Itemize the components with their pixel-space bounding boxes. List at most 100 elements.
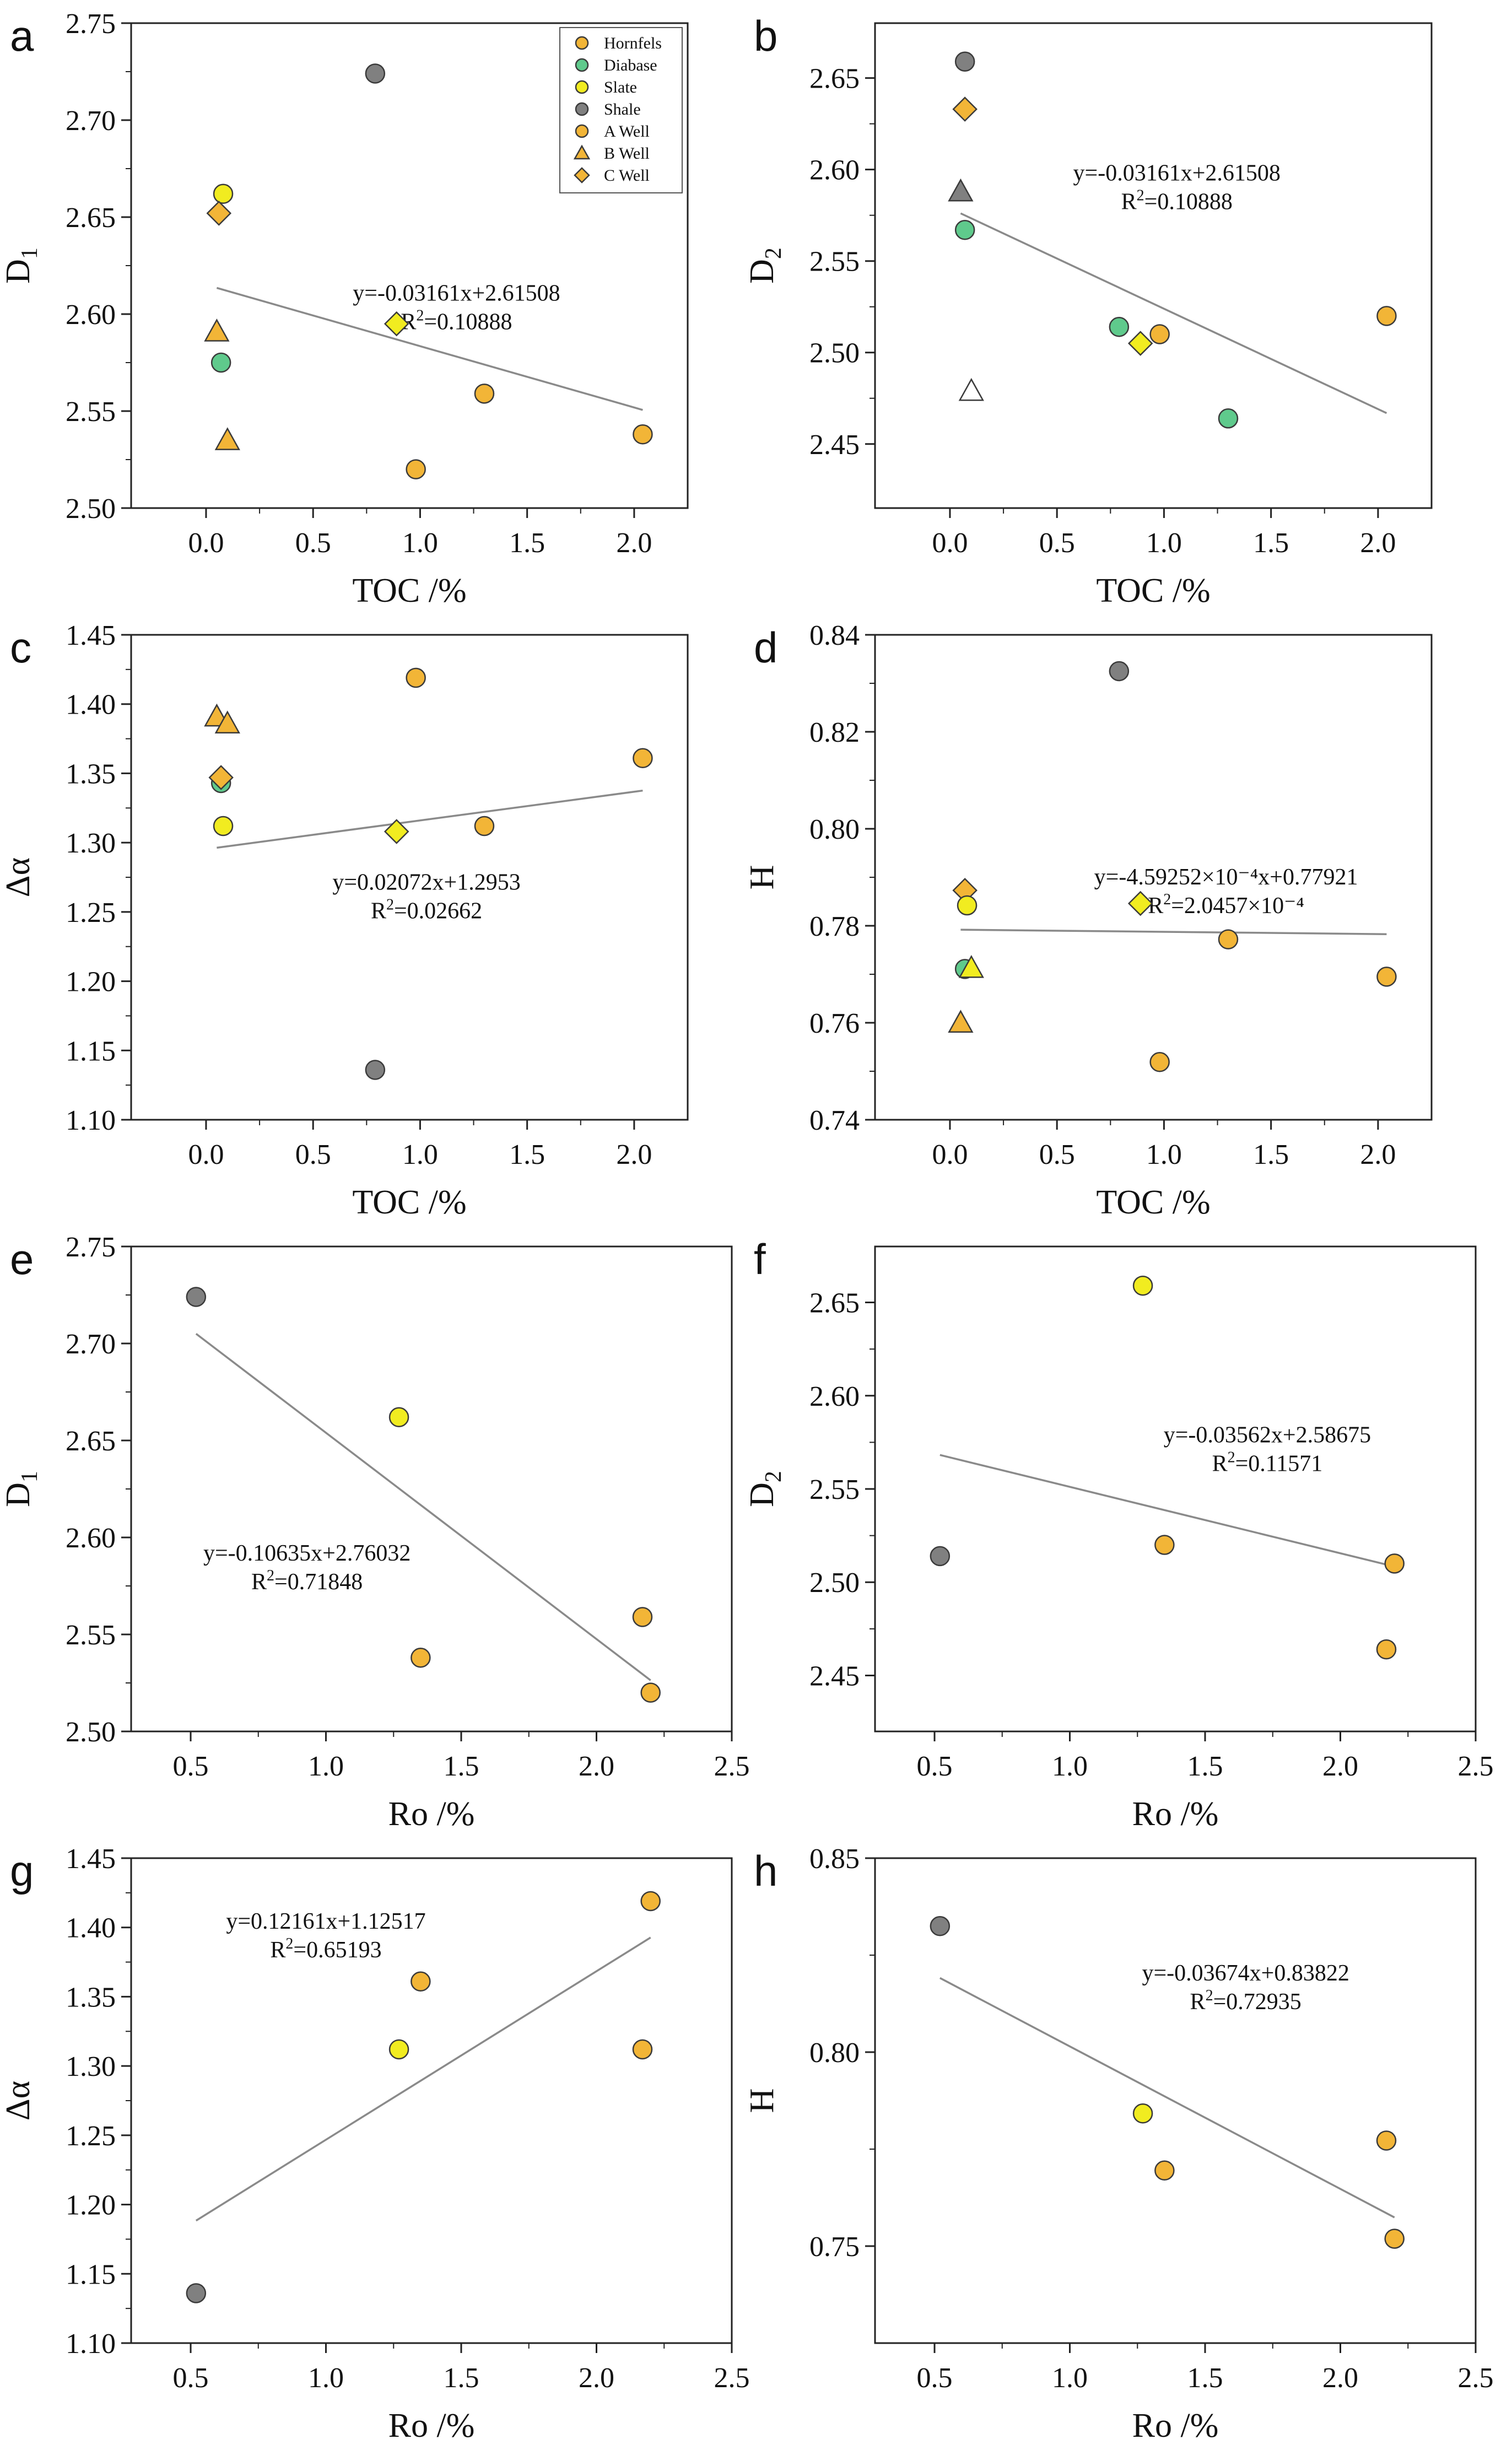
legend-label: Slate [604, 78, 637, 96]
data-point [206, 201, 232, 226]
legend-label: Hornfels [604, 34, 662, 52]
r-squared: R2=2.0457×10⁻⁴ [1148, 891, 1304, 919]
regression-equation: y=-4.59252×10⁻⁴x+0.77921 [1094, 865, 1358, 890]
x-tick-label: 1.5 [444, 1751, 479, 1782]
x-tick-label: 0.0 [188, 1139, 224, 1170]
regression-line [217, 789, 643, 849]
plot-frame [874, 1857, 1477, 2344]
x-tick-label: 1.0 [1052, 2362, 1088, 2394]
x-tick-label: 1.0 [402, 527, 438, 559]
regression-equation: y=-0.03562x+2.58675 [1164, 1422, 1371, 1448]
data-point [1376, 2130, 1397, 2151]
y-axis-label: Δα [0, 857, 37, 897]
legend-label: Shale [604, 100, 641, 118]
data-point [384, 311, 409, 337]
data-point [365, 1060, 386, 1080]
panel-g: g 0.5 1.0 1.5 2.0 2.5 1.10 1.15 1.20 1.25 1.30 1.35… [0, 1843, 750, 2444]
x-tick-label: 2.5 [714, 1751, 750, 1782]
regression-line [195, 1332, 651, 1681]
data-point [474, 384, 495, 404]
x-tick-label: 2.0 [1360, 527, 1396, 559]
data-point [1109, 316, 1130, 337]
data-point [957, 895, 978, 916]
data-point [214, 427, 240, 450]
data-point [1127, 331, 1153, 356]
y-tick-label: 2.50 [66, 1717, 116, 1748]
panel-b: b 0.0 0.5 1.0 1.5 2.0 2.45 2.50 2.55 2.60 2.65 TOC … [743, 12, 1433, 609]
data-point [1154, 2160, 1175, 2181]
plot-frame [130, 1245, 733, 1733]
x-tick-label: 1.5 [1187, 2362, 1223, 2394]
legend-marker [575, 102, 589, 116]
x-tick-label: 0.0 [932, 1139, 968, 1170]
x-tick-label: 1.0 [402, 1139, 438, 1170]
legend-marker [575, 80, 589, 94]
x-tick-label: 1.0 [1146, 527, 1182, 559]
data-point [474, 816, 495, 837]
data-point [954, 51, 975, 72]
regression-line [939, 1977, 1395, 2219]
regression-line [939, 1454, 1395, 1568]
regression-line [195, 1936, 651, 2222]
y-tick-label: 2.65 [66, 202, 116, 234]
data-point [640, 1682, 661, 1703]
data-point [930, 1915, 951, 1936]
x-tick-label: 2.0 [616, 527, 652, 559]
y-tick-label: 0.85 [809, 1843, 860, 1875]
y-tick-label: 2.45 [809, 429, 860, 461]
panel-d: d 0.0 0.5 1.0 1.5 2.0 0.74 0.76 0.78 0.80 0.82 0.84… [743, 620, 1433, 1221]
data-point [186, 1287, 207, 1307]
regression-equation: y=0.02072x+1.2953 [332, 870, 520, 895]
data-point [406, 459, 426, 479]
y-tick-label: 1.10 [66, 2328, 116, 2360]
y-tick-label: 1.15 [66, 2259, 116, 2290]
x-tick-label: 2.0 [1322, 1751, 1358, 1782]
data-point [1149, 1052, 1170, 1072]
legend-marker [574, 167, 590, 184]
panel-a: a 0.0 0.5 1.0 1.5 2.0 2.50 2.55 2.60 2.65 2.70 2.75… [0, 8, 689, 609]
legend-marker [573, 144, 591, 160]
x-tick-label: 2.0 [579, 2362, 614, 2394]
panel-label: h [754, 1847, 777, 1895]
y-tick-label: 2.50 [809, 1567, 860, 1599]
data-point [388, 1407, 409, 1428]
x-tick-label: 0.5 [295, 527, 331, 559]
legend-label: Diabase [604, 56, 657, 74]
r-squared: R2=0.71848 [251, 1567, 363, 1595]
y-axis-label: D1 [0, 247, 42, 284]
data-point [633, 424, 653, 445]
r-squared: R2=0.65193 [270, 1935, 381, 1963]
y-tick-label: 1.35 [66, 1982, 116, 2013]
data-point [1218, 929, 1239, 949]
y-axis-label: H [743, 2089, 781, 2113]
data-point [930, 1546, 951, 1567]
x-tick-label: 2.0 [1322, 2362, 1358, 2394]
r-squared: R2=0.10888 [1121, 187, 1233, 215]
plot-frame [130, 1857, 733, 2344]
x-tick-label: 0.5 [917, 2362, 953, 2394]
y-tick-label: 2.75 [66, 1232, 116, 1263]
legend-label: B Well [604, 144, 650, 163]
x-tick-label: 2.5 [1458, 1751, 1494, 1782]
panel-label: g [10, 1847, 34, 1895]
panel-label: d [754, 623, 777, 672]
y-tick-label: 2.50 [809, 338, 860, 369]
data-point [952, 96, 978, 122]
regression-equation: y=-0.03161x+2.61508 [353, 280, 560, 306]
x-axis-label: Ro /% [388, 2407, 475, 2444]
data-point [958, 377, 984, 401]
data-point [632, 2039, 653, 2060]
data-point [1376, 1639, 1397, 1660]
panel-label: c [10, 623, 31, 672]
data-point [1132, 1275, 1153, 1296]
y-tick-label: 0.82 [809, 717, 860, 748]
x-tick-label: 1.5 [1187, 1751, 1223, 1782]
data-point [388, 2039, 409, 2060]
y-tick-label: 2.70 [66, 1329, 116, 1360]
y-tick-label: 2.45 [809, 1660, 860, 1692]
x-tick-label: 1.0 [308, 1751, 344, 1782]
y-tick-label: 1.10 [66, 1105, 116, 1136]
x-tick-label: 0.5 [173, 1751, 209, 1782]
y-tick-label: 2.55 [809, 246, 860, 278]
